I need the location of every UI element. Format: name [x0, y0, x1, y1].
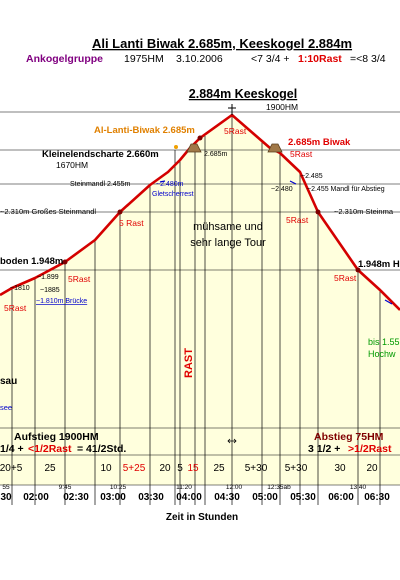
tick-label: 03:30: [138, 492, 164, 503]
segment: 20: [366, 463, 378, 474]
label-2480-left: ~2.480: [271, 186, 293, 193]
tick-label: 04:30: [214, 492, 240, 503]
ascent-formula-a: 1/4 +: [0, 443, 24, 455]
label-rast-right-low: 5Rast: [334, 273, 357, 283]
label-boden-right: 1.948m H: [358, 259, 400, 270]
timestamp: 55: [2, 484, 10, 491]
segment: 5: [177, 463, 183, 474]
time-summary-a: <7 3/4 +: [251, 53, 290, 65]
label-abstieg: Abstieg 75HM: [314, 431, 384, 443]
label-rast-low-left: 5Rast: [4, 303, 27, 313]
gridlines: [0, 111, 400, 486]
segment: 20+5: [0, 463, 23, 474]
label-biwak-right: 2.685m Biwak: [288, 137, 351, 148]
tick-label: 02:00: [23, 492, 49, 503]
warning-dot-icon: [174, 145, 178, 149]
ascent-formula: 1/4 + <1/2Rast = 41/2Std.: [0, 443, 126, 455]
tick-label: 06:00: [328, 492, 354, 503]
peak-rast: 5Rast: [224, 126, 247, 136]
tick-label: 03:00: [100, 492, 126, 503]
label-rast-right-top: 5Rast: [290, 149, 313, 159]
label-kleinelendscharte: Kleinelendscharte 2.660m: [42, 149, 159, 160]
segment: 15: [187, 463, 199, 474]
label-biwak-left: Al-Lanti-Biwak 2.685m: [94, 125, 195, 136]
segment: 5+30: [245, 463, 268, 474]
segment: 10: [100, 463, 112, 474]
blue-arrow-icons: [159, 180, 393, 305]
label-mandl-abstieg: ~2.455 Mandl für Abstieg: [307, 186, 385, 193]
label-see: see: [0, 403, 12, 412]
time-segments: 20+5 25 10 5+25 20 5 15 25 5+30 5+30 30 …: [0, 463, 378, 474]
summit-cross-icon: [228, 104, 236, 115]
header-info-line: Ankogelgruppe 1975HM 3.10.2006 <7 3/4 + …: [26, 53, 386, 65]
label-gletscherrest: Gletscherrest: [152, 191, 194, 198]
tick-label: 06:30: [364, 492, 390, 503]
tour-note-line1: mühsame und: [193, 221, 263, 233]
label-1810: ~1810: [10, 285, 30, 292]
label-steinmandl-left: Steinmandl 2.455m: [70, 181, 130, 188]
label-rast-5: 5 Rast: [119, 218, 144, 228]
tick-label: 05:30: [290, 492, 316, 503]
time-summary-b: 1:10Rast: [298, 53, 342, 65]
tour-date: 3.10.2006: [176, 53, 223, 65]
ascent-formula-c: = 41/2Std.: [77, 443, 126, 455]
tick-label: 30: [0, 492, 12, 503]
label-rast-left: 5Rast: [68, 274, 91, 284]
bivouac-hut-icon-right: [267, 143, 283, 153]
segment: 30: [334, 463, 346, 474]
label-boden-left: boden 1.948m: [0, 256, 63, 267]
segment: 25: [213, 463, 225, 474]
timestamp: 10:25: [110, 484, 127, 491]
descent-formula-a: 3 1/2 +: [308, 443, 340, 455]
timestamp: 9:45: [59, 484, 72, 491]
timestamp: 12:35ab: [267, 484, 291, 491]
segment: 20: [159, 463, 171, 474]
label-bruecke: ~1.810m Brücke: [36, 298, 87, 305]
x-axis-label: Zeit in Stunden: [166, 512, 238, 523]
label-1899: ~1.899: [37, 274, 59, 281]
tick-label: 04:00: [176, 492, 202, 503]
ascent-formula-b: <1/2Rast: [28, 443, 72, 455]
label-1885: ~1885: [40, 287, 60, 294]
label-sau: sau: [0, 376, 17, 387]
label-aufstieg: Aufstieg 1900HM: [14, 431, 99, 443]
tick-label: 02:30: [63, 492, 89, 503]
label-grosses-steinmandl: ~2.310m Großes Steinmandl: [0, 207, 96, 216]
label-right-green-1: bis 1.55: [368, 337, 400, 347]
segment: 5+25: [123, 463, 146, 474]
bivouac-hut-icon-left: [186, 143, 202, 153]
page-title: Ali Lanti Biwak 2.685m, Keeskogel 2.884m: [92, 36, 352, 51]
descent-formula-b: >1/2Rast: [348, 443, 392, 455]
timestamp: 11:20: [176, 484, 192, 491]
segment: 25: [44, 463, 56, 474]
descent-formula: 3 1/2 + >1/2Rast: [308, 443, 392, 455]
segment: 5+30: [285, 463, 308, 474]
peak-title: 2.884m Keeskogel: [189, 87, 297, 101]
total-hm: 1975HM: [124, 53, 164, 65]
timestamp: 13:40: [350, 484, 367, 491]
group-name: Ankogelgruppe: [26, 53, 103, 65]
timestamp: 12:00: [226, 484, 243, 491]
label-gletscher-alt: ~2.480m: [156, 181, 184, 188]
profile-markers: [62, 135, 361, 273]
label-steinmandl-right: ~2.310m Steinma: [334, 207, 394, 216]
label-biwak-left-small: 2.685m: [204, 151, 228, 158]
clock-timestamps: 55 9:45 10:25 11:20 12:00 12:35ab 13:40: [2, 484, 366, 491]
ascent-descent-divider-icon: [227, 438, 237, 444]
time-axis-ticks: 30 02:00 02:30 03:00 03:30 04:00 04:30 0…: [0, 492, 390, 503]
tour-note-line2: sehr lange Tour: [190, 237, 266, 249]
vertical-time-lines: [11, 115, 381, 505]
label-kleinelend-hm: 1670HM: [56, 160, 88, 170]
label-rast-vertical: RAST: [183, 348, 195, 378]
label-2485: ~2.485: [301, 173, 323, 180]
time-summary-c: =<8 3/4: [350, 53, 386, 65]
label-right-green-2: Hochw: [368, 349, 396, 359]
label-rast-right-mid: 5Rast: [286, 215, 309, 225]
tick-label: 05:00: [252, 492, 278, 503]
peak-hm: 1900HM: [266, 102, 298, 112]
